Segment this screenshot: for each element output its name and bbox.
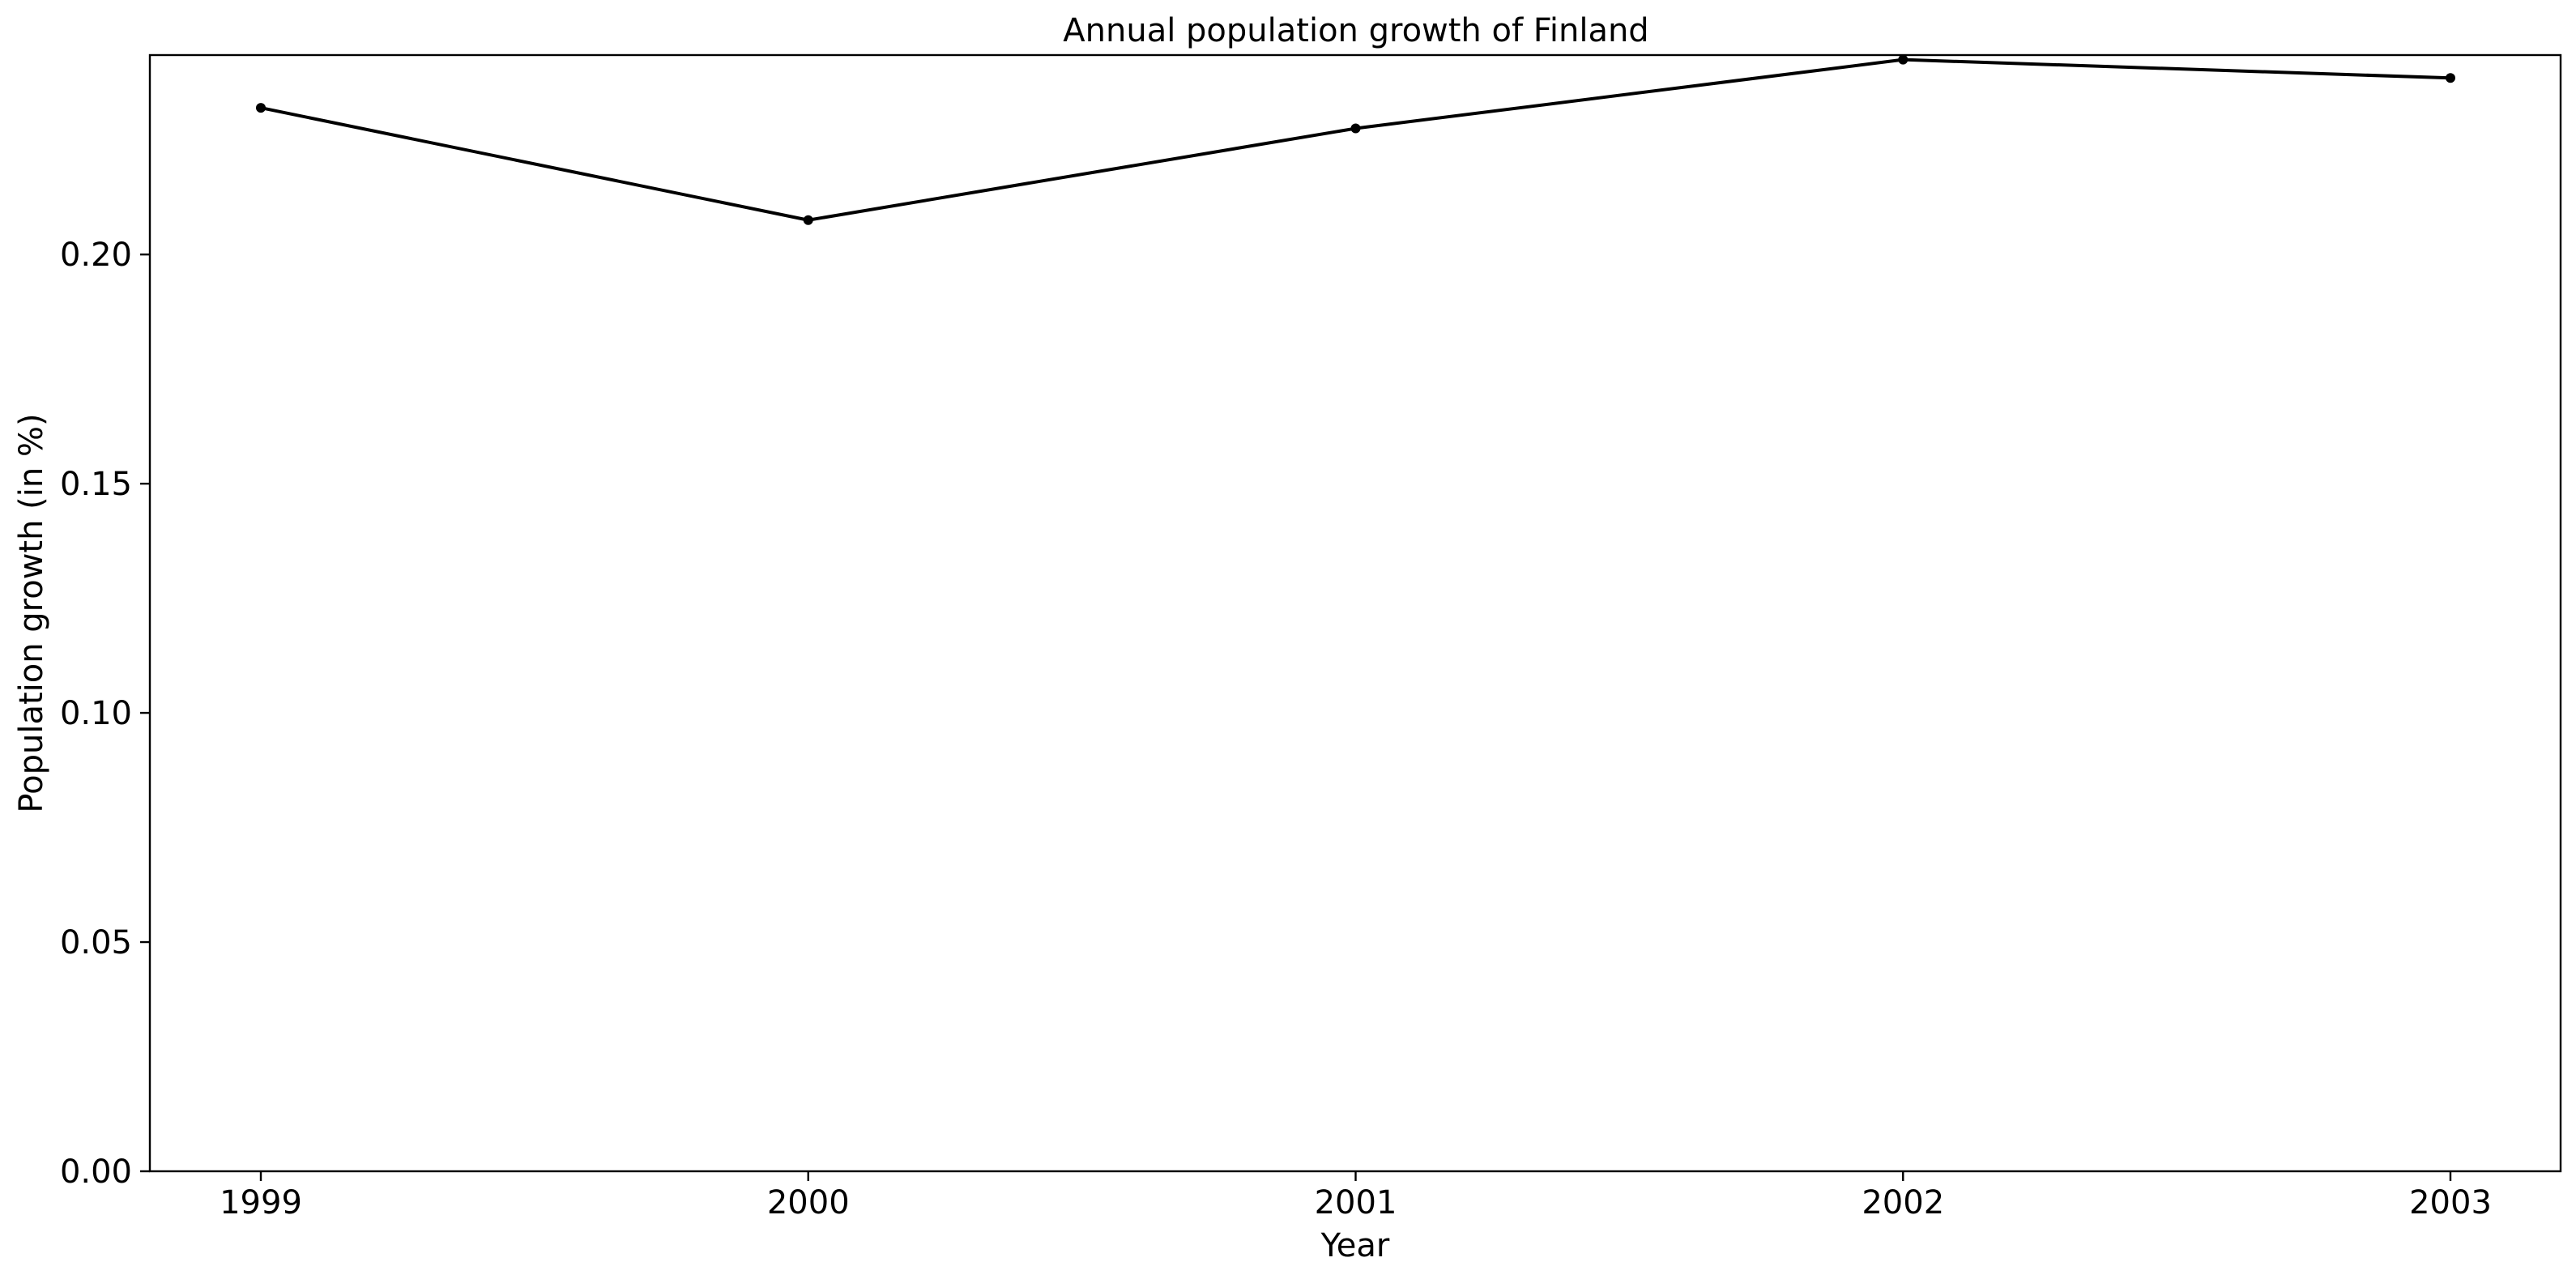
x-tick-label: 2003 <box>2409 1184 2492 1221</box>
y-tick-label: 0.00 <box>60 1153 132 1191</box>
data-point <box>2446 73 2455 83</box>
chart-title: Annual population growth of Finland <box>1063 12 1648 49</box>
data-series <box>256 54 2455 225</box>
y-axis: 0.00 0.05 0.10 0.15 0.20 <box>60 237 150 1191</box>
y-axis-label: Population growth (in %) <box>13 413 50 812</box>
y-tick-label: 0.05 <box>60 924 132 961</box>
data-point <box>256 103 266 113</box>
x-axis-label: Year <box>1320 1227 1390 1264</box>
x-tick-label: 1999 <box>220 1184 302 1221</box>
data-point <box>1898 54 1909 65</box>
y-tick-label: 0.15 <box>60 466 132 503</box>
y-tick-label: 0.20 <box>60 237 132 274</box>
x-axis: 1999 2000 2001 2002 2003 <box>220 1171 2492 1221</box>
x-tick-label: 2001 <box>1315 1184 1397 1221</box>
x-tick-label: 2000 <box>767 1184 850 1221</box>
data-point <box>1350 123 1361 134</box>
data-point <box>803 215 813 225</box>
y-tick-label: 0.10 <box>60 695 132 732</box>
x-tick-label: 2002 <box>1862 1184 1944 1221</box>
